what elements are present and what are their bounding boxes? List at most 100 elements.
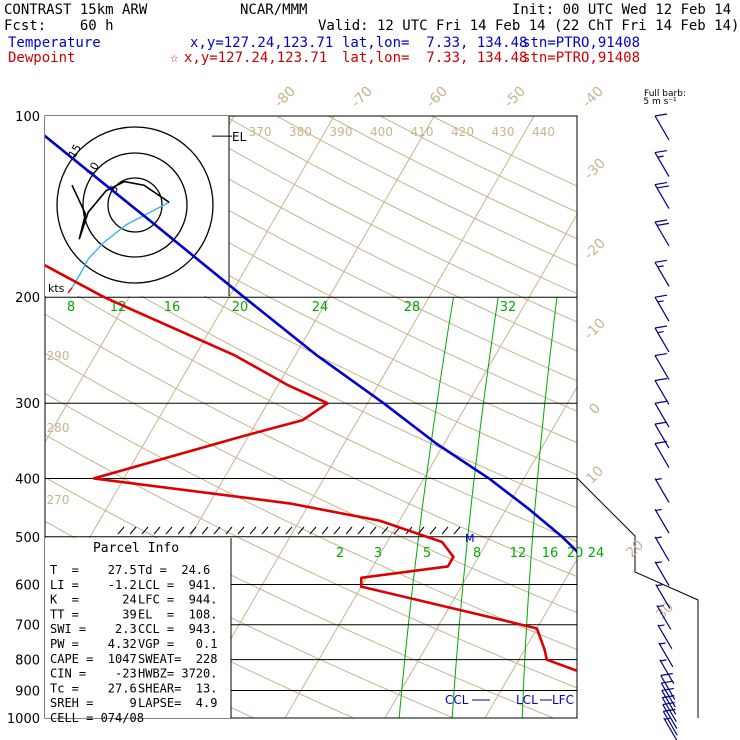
hodograph-ring-label: 10 xyxy=(84,160,102,179)
wind-barb-flag xyxy=(654,113,668,117)
mixing-ratio-label: 3 xyxy=(374,546,382,561)
wind-barb-flag xyxy=(654,440,668,445)
wind-barb-flag xyxy=(662,695,675,699)
dewpoint-latlon: lat,lon= 7.33, 134.48 xyxy=(342,50,528,66)
wind-barb-half xyxy=(660,659,667,662)
wind-barb-flag xyxy=(654,400,668,404)
barb-legend-line1: Full barb: xyxy=(644,89,686,99)
hatch-mark xyxy=(189,526,197,535)
hatch-mark xyxy=(309,526,317,535)
mixing-ratio-labels: 8 12 16 20 24 28 32 2 3 5 8 12 16 20 24 xyxy=(67,300,604,561)
dry-adiabat-line xyxy=(172,116,577,323)
wind-barb xyxy=(654,561,670,587)
wind-barb xyxy=(661,697,677,722)
parcel-row-left: CAPE = 1047 xyxy=(50,652,137,666)
mixing-ratio-label: 24 xyxy=(312,300,329,315)
mixing-ratio-label: 20 xyxy=(567,546,584,561)
hatch-mark xyxy=(429,526,437,535)
mixing-ratio-label: 28 xyxy=(404,300,421,315)
center-title: NCAR/MMM xyxy=(240,2,308,18)
isotherm-label: 20 xyxy=(623,537,647,561)
model-title: CONTRAST 15km ARW xyxy=(4,2,148,18)
parcel-row-left: SWI = 2.3 xyxy=(50,622,137,636)
sounding-profiles xyxy=(45,134,577,673)
hatch-mark xyxy=(441,526,449,535)
hatch-mark xyxy=(345,526,353,535)
temperature-latlon: lat,lon= 7.33, 134.48 xyxy=(342,35,528,51)
isotherm-label: -20 xyxy=(581,235,608,262)
parcel-row-left: PW = 4.32 xyxy=(50,637,137,651)
theta-labels: 370 380 390 400 410 420 430 440 290 280 270 xyxy=(47,125,555,507)
theta-label: 400 xyxy=(370,125,393,139)
wind-barb xyxy=(654,380,670,405)
parcel-row-right: SWEAT= 228 xyxy=(138,652,217,666)
isotherm-label: 10 xyxy=(583,463,607,487)
wind-barb-flag xyxy=(660,672,673,677)
dewpoint-station: stn=PTRO,91408 xyxy=(522,50,641,66)
wind-barb xyxy=(654,508,670,534)
hatch-mark xyxy=(321,526,329,535)
mixing-ratio-line xyxy=(590,297,614,718)
wind-barb xyxy=(659,659,675,684)
wind-barb xyxy=(654,115,670,141)
dewpoint-profile xyxy=(45,263,577,673)
pressure-label: 400 xyxy=(15,472,40,487)
wind-barb xyxy=(654,327,670,353)
hatch-mark xyxy=(369,526,377,535)
wind-barb xyxy=(658,642,674,668)
wind-barb-half xyxy=(658,624,665,627)
hodograph-background xyxy=(45,116,229,296)
theta-label: 410 xyxy=(411,125,434,139)
pressure-label: 900 xyxy=(15,684,40,699)
barb-legend: Full barb: 5 m s⁻¹ xyxy=(643,89,686,107)
wind-barb-half xyxy=(655,536,662,539)
hodograph-ring xyxy=(82,152,188,258)
wind-barb-half xyxy=(656,584,663,587)
wind-barb-half xyxy=(657,155,664,158)
isotherm-line xyxy=(484,558,577,718)
dry-adiabat-line xyxy=(69,116,577,382)
wind-barb-flag xyxy=(654,325,668,329)
parcel-row-right: LAPSE= 4.9 xyxy=(138,696,217,710)
parcel-info-panel: Parcel Info T = 27.5 Td = 24.6LI = -1.2 LCL… xyxy=(45,538,232,725)
lfc-label: LFC xyxy=(552,693,574,707)
isotherm-label: -80 xyxy=(271,83,298,110)
mixing-ratio-line xyxy=(726,297,732,718)
wind-barb xyxy=(662,711,678,736)
parcel-row-left: T = 27.5 xyxy=(50,563,137,577)
wind-barb xyxy=(654,152,670,177)
hatch-mark xyxy=(261,526,269,535)
wind-barb-flag xyxy=(656,185,670,189)
wind-barb-half xyxy=(657,265,664,268)
wind-barb-flag xyxy=(654,352,668,357)
wind-barb xyxy=(654,478,670,503)
wind-barb xyxy=(654,221,670,247)
lcl-label: LCL xyxy=(516,693,538,707)
isotherm-label: -60 xyxy=(423,83,450,110)
hatch-mark xyxy=(165,526,173,535)
wind-barb-half xyxy=(659,642,666,645)
el-label: EL xyxy=(232,130,247,144)
parcel-row-right: Td = 24.6 xyxy=(138,563,210,577)
frame-rect xyxy=(44,115,578,719)
dry-adiabat-line xyxy=(45,167,577,444)
wind-barb-half xyxy=(664,717,671,720)
isotherm-label: -10 xyxy=(581,315,608,342)
wind-barb-half xyxy=(657,300,664,303)
wind-barb-flag xyxy=(654,149,668,154)
mixing-ratio-label: 12 xyxy=(110,300,127,315)
hatch-mark xyxy=(177,526,185,535)
hatch-mark xyxy=(297,526,305,535)
wind-barb-half xyxy=(657,330,664,334)
wind-barb-flag xyxy=(654,377,668,382)
parcel-row-left: TT = 39 xyxy=(50,607,137,621)
isotherm-label: -40 xyxy=(579,83,606,110)
dry-adiabat-line xyxy=(45,275,577,543)
theta-label: 370 xyxy=(249,125,272,139)
hatch-mark xyxy=(249,526,257,535)
wind-barb xyxy=(654,184,670,209)
mixing-ratio-label: 12 xyxy=(510,546,527,561)
wind-barb-half xyxy=(655,561,662,564)
